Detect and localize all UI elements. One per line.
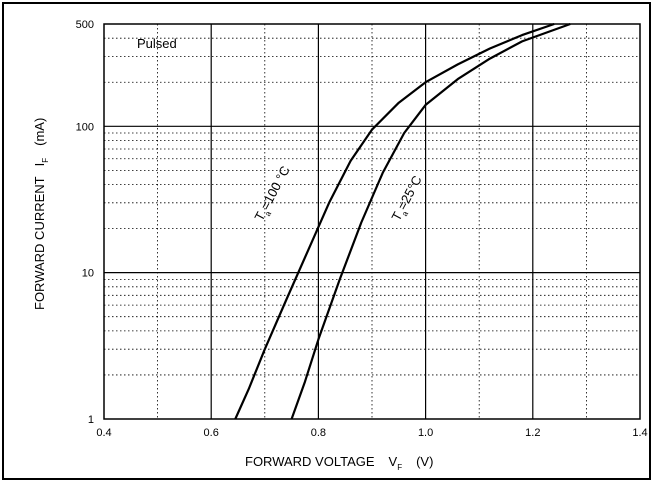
y-tick-label: 1 [88, 414, 94, 426]
x-tick-label: 0.8 [311, 427, 326, 439]
y-tick-label: 500 [76, 19, 94, 31]
series-line-25c [290, 22, 571, 420]
pulsed-annotation: Pulsed [137, 36, 177, 51]
series-line-100c [234, 22, 555, 420]
tick-labels: 0.4 0.6 0.8 1.0 1.2 1.4 1 10 100 500 [76, 19, 648, 439]
series-label-100c: Ta=100 °C [251, 163, 295, 224]
grid [104, 24, 640, 419]
x-tick-label: 1.0 [418, 427, 433, 439]
y-tick-label: 100 [76, 121, 94, 133]
plot-area [103, 23, 641, 420]
x-tick-label: 0.4 [96, 427, 111, 439]
y-tick-label: 10 [82, 268, 94, 280]
x-tick-label: 1.4 [632, 427, 647, 439]
chart-frame [2, 2, 651, 480]
x-tick-label: 0.6 [204, 427, 219, 439]
x-tick-label: 1.2 [525, 427, 540, 439]
y-axis-label: FORWARD CURRENTIF(mA) [32, 118, 50, 310]
curves [234, 22, 571, 420]
series-label-25c: Ta=25°C [388, 173, 427, 225]
x-axis-label: FORWARD VOLTAGE VF (V) [245, 454, 433, 472]
